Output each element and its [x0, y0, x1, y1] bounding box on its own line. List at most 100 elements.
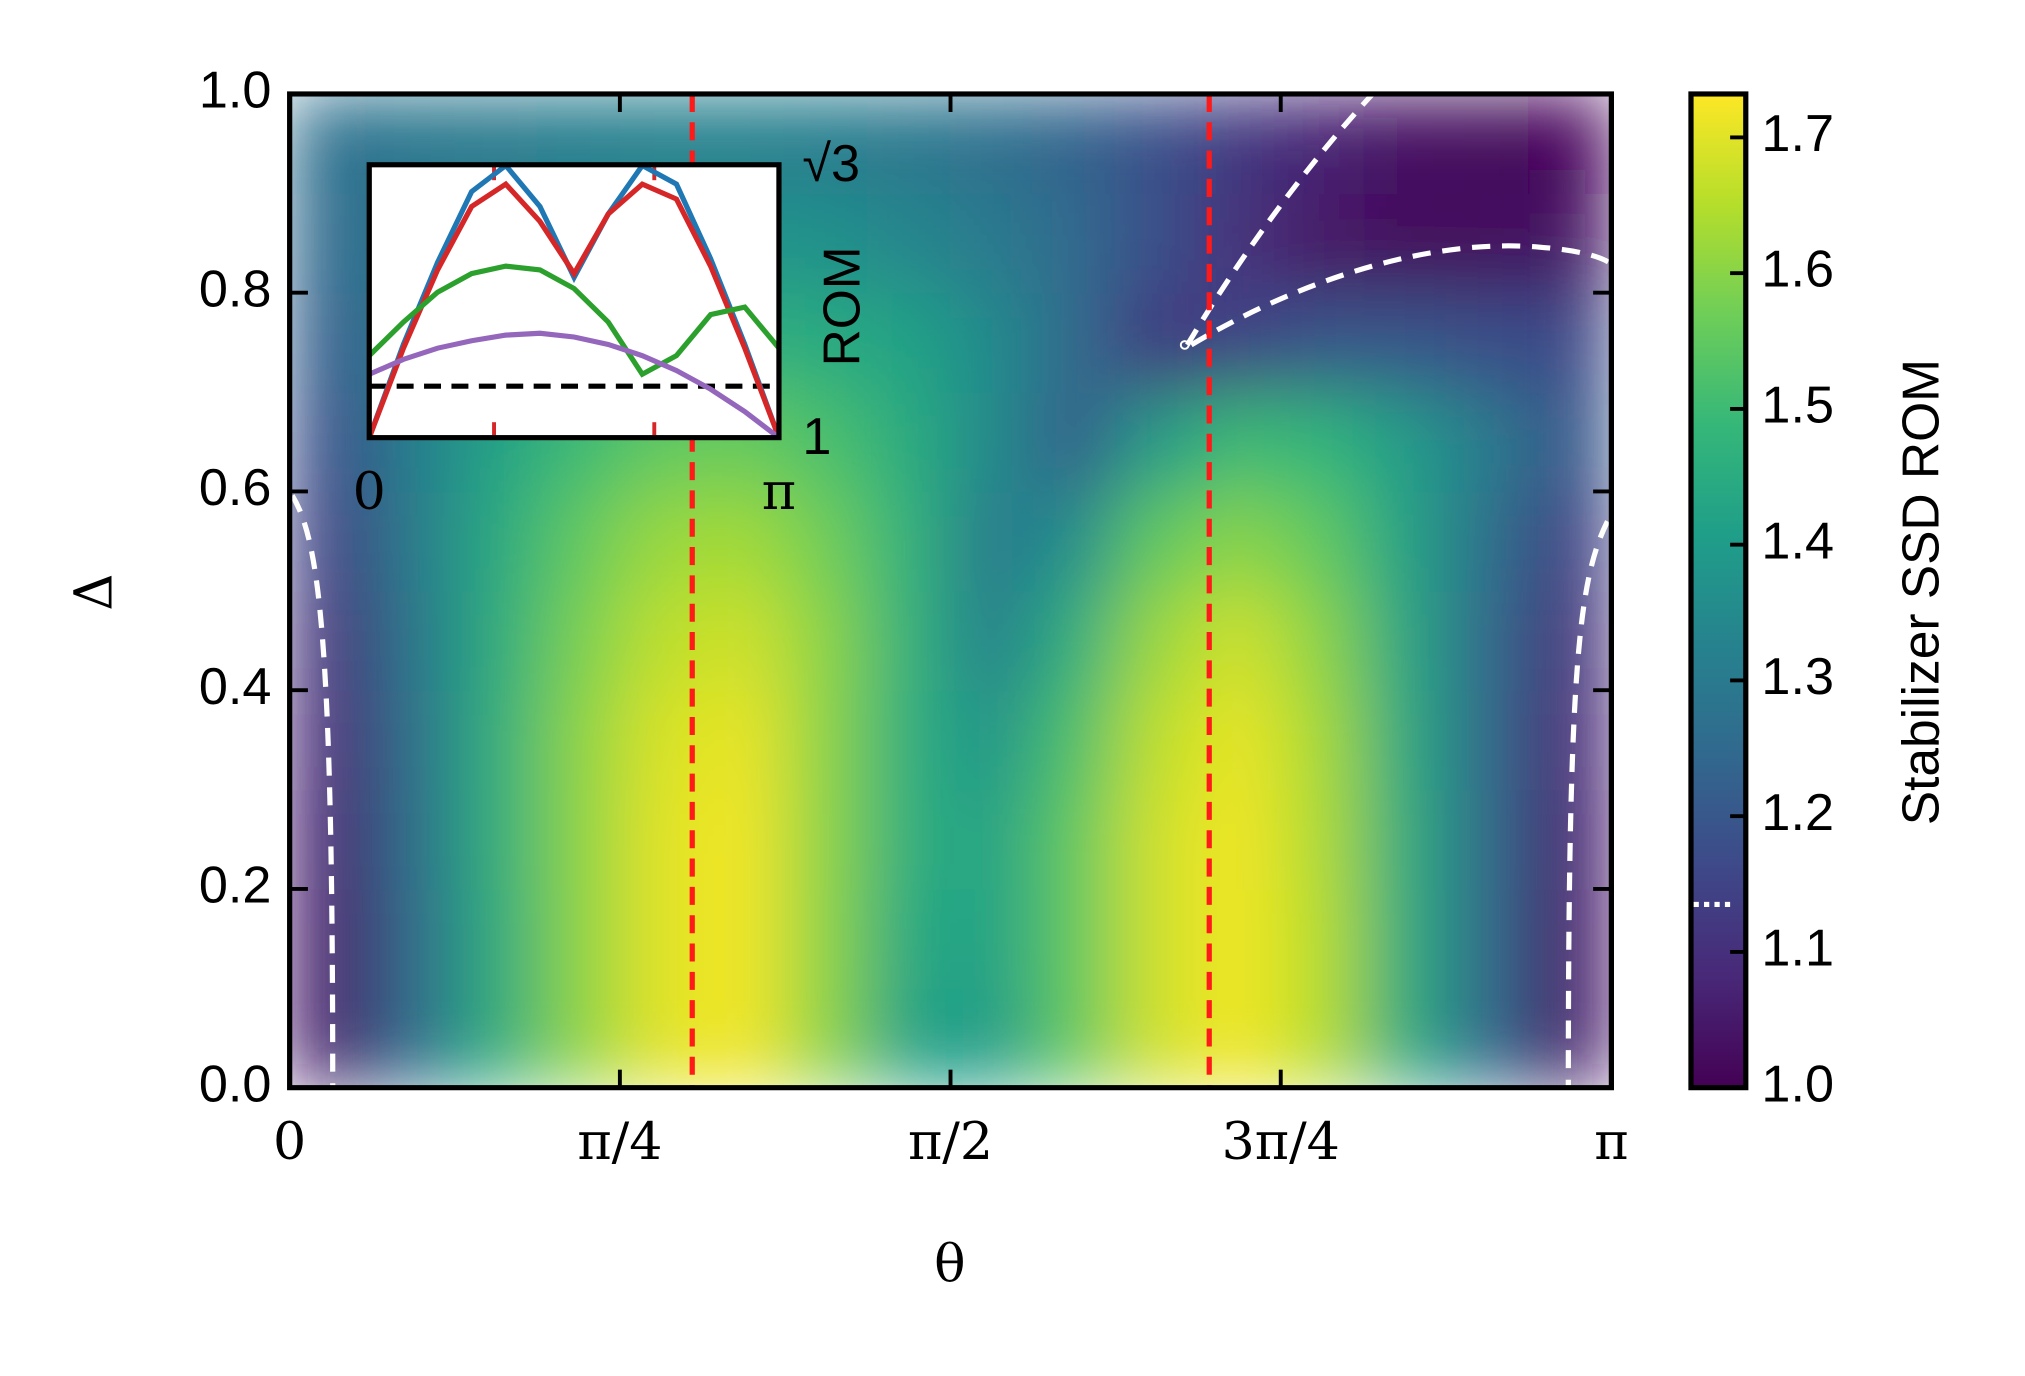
heatmap-cell [1032, 590, 1117, 691]
heatmap-cell [619, 590, 704, 691]
heatmap-cell [1445, 689, 1530, 791]
heatmap-cell [1445, 590, 1530, 691]
heatmap-cell [1115, 590, 1200, 691]
heatmap-cells [289, 93, 1612, 1088]
heatmap-cell [371, 888, 456, 989]
heatmap-cell [702, 987, 786, 1088]
heatmap-cell [784, 490, 869, 592]
heatmap-cell [1280, 788, 1365, 890]
heatmap-cell [1280, 689, 1365, 791]
heatmap-cell [1280, 391, 1365, 493]
heatmap-cell [1445, 391, 1530, 493]
heatmap-cell [1032, 391, 1117, 493]
heatmap-cell [1362, 292, 1447, 393]
heatmap-cell [619, 788, 704, 890]
heatmap-cell [1032, 788, 1117, 890]
heatmap-cell [1115, 888, 1200, 989]
colorbar-tick-label: 1.7 [1761, 104, 1834, 162]
heatmap-cell [289, 93, 373, 194]
heatmap-cell [1445, 490, 1530, 592]
colorbar-frame [1688, 91, 1749, 1091]
heatmap-cell [454, 987, 539, 1088]
inset-y-label: ROM [812, 246, 870, 366]
heatmap-cell [1280, 490, 1365, 592]
heatmap-cell [289, 391, 373, 493]
heatmap-cell [1280, 192, 1365, 294]
heatmap-cell [867, 391, 952, 493]
y-tick-label: 0.0 [199, 1055, 272, 1113]
heatmap-cell [1362, 490, 1447, 592]
contours [290, 93, 1612, 1088]
heatmap-cell [289, 192, 373, 294]
heatmap-cell [702, 490, 786, 592]
inset-y-tick-label: 1 [802, 407, 831, 465]
heatmap-cell [1362, 888, 1447, 989]
heatmap-cell [949, 987, 1034, 1088]
heatmap-cell [289, 490, 373, 592]
heatmap-cell [371, 490, 456, 592]
inset-y-tick-label: √3 [802, 134, 860, 192]
heatmap-cell [949, 490, 1034, 592]
colorbar [1690, 93, 1746, 1088]
heatmap-cell [454, 888, 539, 989]
heatmap-cell [1032, 987, 1117, 1088]
heatmap-cell [619, 689, 704, 791]
x-tick-label: π/4 [577, 1112, 662, 1172]
plot-frame [287, 91, 1614, 1091]
x-tick-label: π/2 [908, 1112, 993, 1172]
heatmap-cell [867, 689, 952, 791]
heatmap-cell [1445, 292, 1530, 393]
colorbar-tick-label: 1.6 [1761, 240, 1834, 298]
heatmap-cell [949, 192, 1034, 294]
heatmap-cell [1445, 93, 1530, 194]
heatmap-cell [1362, 391, 1447, 493]
heatmap-cell [702, 888, 786, 989]
heatmap-cell [1115, 391, 1200, 493]
heatmap-cell [867, 987, 952, 1088]
heatmap-cell [1445, 788, 1530, 890]
heatmap-cell [867, 590, 952, 691]
heatmap-cell [1032, 192, 1117, 294]
heatmap-cell [454, 689, 539, 791]
heatmap-cell [867, 192, 952, 294]
heatmap-cell [1445, 888, 1530, 989]
heatmap-cell [371, 689, 456, 791]
heatmap-cell [454, 490, 539, 592]
y-tick-label: 0.6 [199, 458, 272, 516]
heatmap-cell [784, 93, 869, 194]
heatmap-cell [1115, 292, 1200, 393]
heatmap-cell [1280, 292, 1365, 393]
heatmap-cell [1115, 788, 1200, 890]
heatmap-cell [1280, 987, 1365, 1088]
line-series [367, 263, 781, 378]
colorbar-axis: 1.0 1.1 1.2 1.3 1.4 1.5 1.6 1.7 [1693, 104, 1834, 1112]
heatmap-cell [1528, 192, 1612, 294]
heatmap-cell [867, 888, 952, 989]
heatmap-cell [784, 689, 869, 791]
heatmap-cell [702, 788, 786, 890]
colorbar-tick-label: 1.3 [1761, 647, 1834, 705]
heatmap-cell [1445, 987, 1530, 1088]
heatmap-cell [1528, 590, 1612, 691]
heatmap-cell [289, 292, 373, 393]
y-tick-label: 0.4 [199, 657, 272, 715]
heatmap-cell [1528, 689, 1612, 791]
heatmap-cell [949, 590, 1034, 691]
heatmap-cell [1115, 93, 1200, 194]
heatmap-cell [454, 590, 539, 691]
heatmap-cell [1280, 93, 1365, 194]
y-tick-label: 0.2 [199, 856, 272, 914]
heatmap-cell [949, 689, 1034, 791]
y-axis-label: Δ [64, 574, 124, 611]
heatmap-cell [702, 689, 786, 791]
heatmap-cell [1362, 192, 1447, 294]
heatmap-cell [1280, 590, 1365, 691]
heatmap-cell [784, 292, 869, 393]
heatmap-cell [949, 292, 1034, 393]
heatmap-cell [702, 590, 786, 691]
inset-x-tick-label: 0 [353, 462, 386, 522]
heatmap-cell [1528, 490, 1612, 592]
heatmap [289, 93, 1612, 1088]
heatmap-cell [949, 788, 1034, 890]
contour [1565, 520, 1610, 1088]
